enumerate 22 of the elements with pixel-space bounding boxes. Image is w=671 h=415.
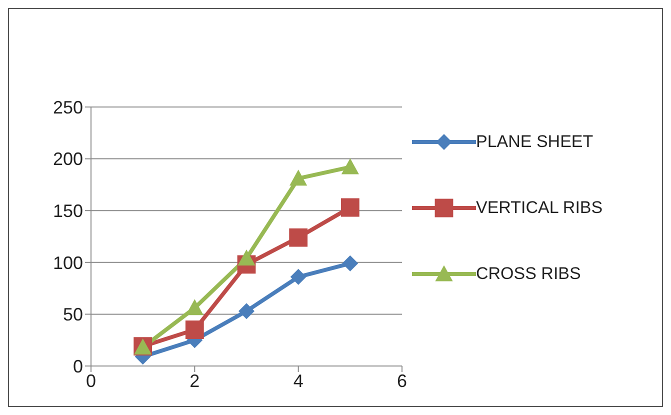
point	[290, 268, 306, 285]
x-tick-label: 2	[190, 370, 200, 391]
y-tick-label: 50	[62, 304, 83, 325]
y-tick-label: 200	[52, 149, 83, 170]
y-tick-label: 150	[52, 200, 83, 221]
x-tick-label: 6	[396, 370, 408, 391]
legend-label: CROSS RIBS	[476, 264, 581, 284]
point	[238, 303, 254, 320]
y-tick-label: 100	[52, 252, 83, 273]
y-tick-label: 0	[72, 356, 83, 376]
point	[238, 249, 256, 266]
x-tick-label: 0	[86, 370, 96, 391]
point	[185, 320, 204, 339]
legend-label: PLANE SHEET	[476, 132, 594, 152]
y-tick-label: 250	[52, 97, 83, 118]
legend-label: VERTICAL RIBS	[476, 198, 603, 218]
point	[289, 228, 308, 247]
x-tick-label: 4	[293, 370, 304, 391]
point	[342, 255, 358, 272]
point	[290, 170, 308, 186]
point	[341, 158, 359, 174]
point	[340, 198, 360, 217]
